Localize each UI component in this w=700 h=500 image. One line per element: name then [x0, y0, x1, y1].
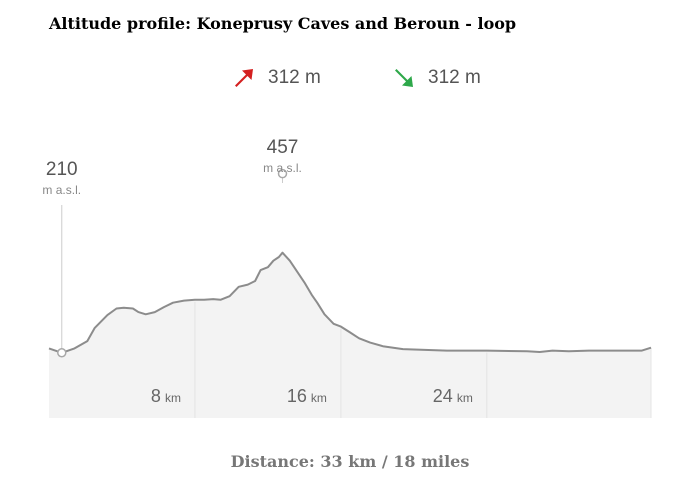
- descent-value: 312 m: [428, 67, 481, 88]
- chart-title: Altitude profile: Koneprusy Caves and Be…: [49, 14, 517, 33]
- altitude-area: [49, 252, 651, 418]
- x-tick-unit: km: [457, 391, 473, 405]
- annotation-marker: [277, 168, 288, 179]
- x-tick-number: 8: [151, 386, 161, 406]
- annotation-unit: m a.s.l.: [42, 183, 81, 197]
- arrow-down-right-icon: [395, 69, 413, 87]
- annotation-unit: m a.s.l.: [263, 161, 302, 175]
- distance-footer: Distance: 33 km / 18 miles: [230, 452, 470, 471]
- x-tick-label: 8 km: [151, 386, 181, 406]
- x-tick-unit: km: [165, 391, 181, 405]
- arrow-up-right-shape: [235, 69, 253, 87]
- arrow-up-right-icon: [235, 69, 253, 87]
- x-tick-number: 16: [287, 386, 307, 406]
- altitude-line: [48, 251, 652, 354]
- x-tick-number: 24: [433, 386, 453, 406]
- x-tick-unit: km: [311, 391, 327, 405]
- descent-stat: 312 m: [392, 66, 481, 90]
- x-tick-label: 16 km: [287, 386, 327, 406]
- ascent-stat: 312 m: [232, 66, 321, 90]
- ascent-value: 312 m: [268, 67, 321, 88]
- arrow-down-right-shape: [395, 69, 413, 87]
- x-tick-label: 24 km: [433, 386, 473, 406]
- annotation-value: 210: [46, 159, 78, 180]
- annotation-value: 457: [267, 137, 299, 158]
- annotation-marker: [57, 348, 67, 358]
